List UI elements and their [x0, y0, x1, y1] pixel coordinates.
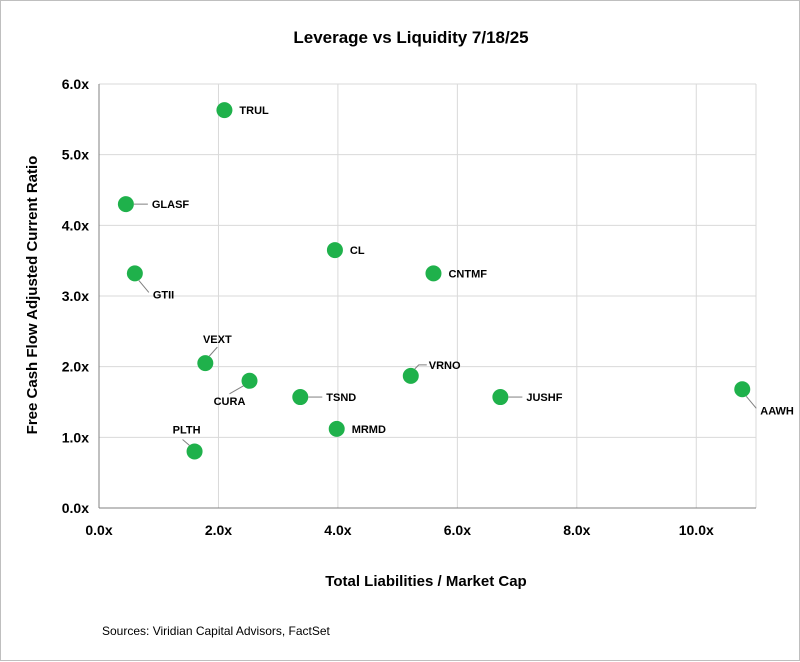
point-label: JUSHF: [526, 392, 562, 404]
point-label: GLASF: [152, 199, 190, 211]
x-tick-label: 6.0x: [444, 522, 471, 538]
point-marker: [117, 196, 134, 213]
point-marker: [197, 355, 214, 372]
point-label: GTII: [153, 289, 174, 301]
leader-line: [138, 280, 150, 293]
point-label: VRNO: [429, 360, 461, 372]
y-axis-title: Free Cash Flow Adjusted Current Ratio: [24, 156, 41, 435]
point-gtii: GTII: [126, 265, 174, 301]
point-aawh: AAWH: [734, 381, 794, 417]
y-tick-label: 1.0x: [62, 429, 89, 445]
point-marker: [292, 389, 309, 406]
x-axis-title: Total Liabilities / Market Cap: [325, 573, 526, 590]
point-jushf: JUSHF: [492, 389, 563, 406]
point-cntmf: CNTMF: [425, 265, 487, 282]
source-note: Sources: Viridian Capital Advisors, Fact…: [102, 624, 330, 638]
x-tick-label: 0.0x: [85, 522, 112, 538]
y-tick-labels: 0.0x 1.0x 2.0x 3.0x 4.0x 5.0x 6.0x: [62, 76, 89, 516]
point-label: PLTH: [173, 424, 201, 436]
chart-title: Leverage vs Liquidity 7/18/25: [293, 28, 528, 47]
point-marker: [186, 443, 203, 460]
y-tick-label: 4.0x: [62, 217, 89, 233]
data-points: TRUL GLASF CL CNTMF GTII VEXT CURA VRNO TSND JUSH…: [117, 102, 794, 460]
point-label: CNTMF: [448, 268, 487, 280]
axes: [98, 84, 756, 509]
y-tick-label: 5.0x: [62, 147, 89, 163]
point-label: TRUL: [239, 105, 269, 117]
point-marker: [126, 265, 143, 282]
x-tick-label: 10.0x: [679, 522, 714, 538]
point-cl: CL: [326, 242, 365, 259]
y-tick-label: 0.0x: [62, 500, 89, 516]
y-tick-label: 3.0x: [62, 288, 89, 304]
point-vrno: VRNO: [402, 360, 461, 384]
point-mrmd: MRMD: [328, 420, 386, 437]
point-label: AAWH: [760, 405, 794, 417]
point-tsnd: TSND: [292, 389, 356, 406]
point-label: MRMD: [352, 424, 386, 436]
leader-line: [182, 439, 190, 446]
x-tick-label: 4.0x: [324, 522, 351, 538]
point-label: CL: [350, 245, 365, 257]
y-tick-label: 6.0x: [62, 76, 89, 92]
point-cura: CURA: [214, 372, 258, 408]
point-label: TSND: [326, 392, 356, 404]
point-marker: [492, 389, 509, 406]
x-tick-label: 2.0x: [205, 522, 232, 538]
point-plth: PLTH: [173, 424, 203, 460]
point-trul: TRUL: [216, 102, 269, 119]
point-vext: VEXT: [197, 334, 232, 372]
leader-line: [208, 346, 218, 357]
point-glasf: GLASF: [117, 196, 190, 213]
point-marker: [425, 265, 442, 282]
point-marker: [402, 367, 419, 384]
point-label: CURA: [214, 396, 246, 408]
y-tick-label: 2.0x: [62, 359, 89, 375]
leader-line: [229, 385, 244, 395]
point-marker: [216, 102, 233, 119]
leader-line: [414, 364, 427, 370]
point-marker: [326, 242, 343, 259]
point-label: VEXT: [203, 334, 232, 346]
leader-line: [745, 395, 757, 409]
point-marker: [734, 381, 751, 398]
point-marker: [328, 420, 345, 437]
x-tick-labels: 0.0x 2.0x 4.0x 6.0x 8.0x 10.0x: [85, 522, 714, 538]
x-tick-label: 8.0x: [563, 522, 590, 538]
point-marker: [241, 372, 258, 389]
